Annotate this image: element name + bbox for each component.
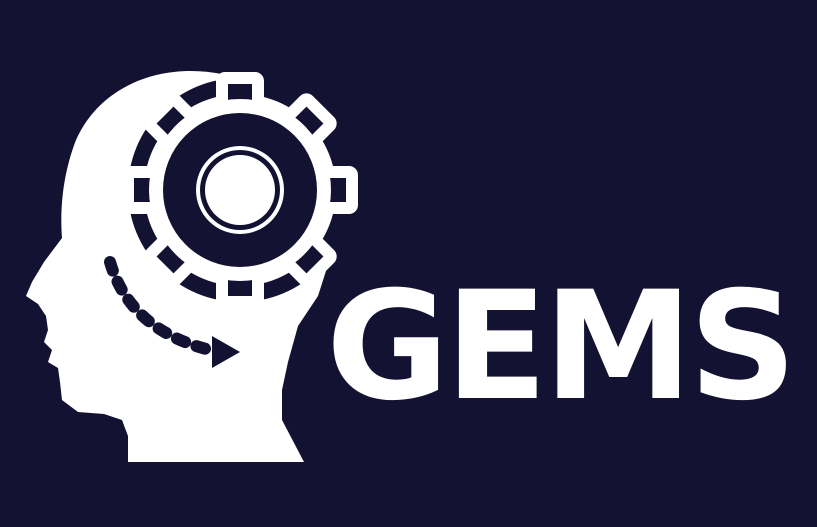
dashed-arrow-icon — [104, 256, 240, 368]
brand-wordmark: GEMS — [326, 260, 797, 434]
gear-icon — [122, 72, 358, 308]
